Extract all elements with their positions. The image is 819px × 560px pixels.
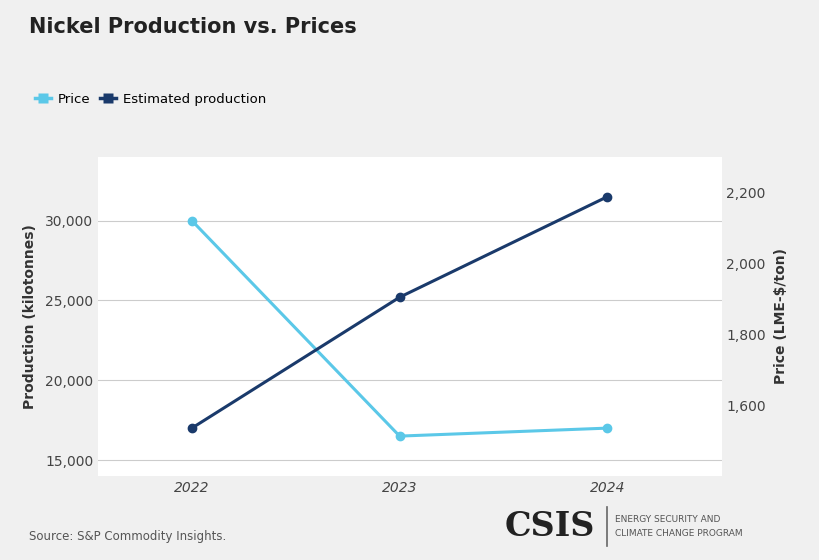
- Y-axis label: Price (LME-$/ton): Price (LME-$/ton): [773, 249, 787, 384]
- Y-axis label: Production (kilotonnes): Production (kilotonnes): [23, 224, 37, 409]
- Text: Nickel Production vs. Prices: Nickel Production vs. Prices: [29, 17, 356, 37]
- Text: Source: S&P Commodity Insights.: Source: S&P Commodity Insights.: [29, 530, 226, 543]
- Text: CSIS: CSIS: [504, 510, 594, 543]
- Legend: Price, Estimated production: Price, Estimated production: [29, 88, 271, 111]
- Text: ENERGY SECURITY AND
CLIMATE CHANGE PROGRAM: ENERGY SECURITY AND CLIMATE CHANGE PROGR…: [614, 515, 742, 538]
